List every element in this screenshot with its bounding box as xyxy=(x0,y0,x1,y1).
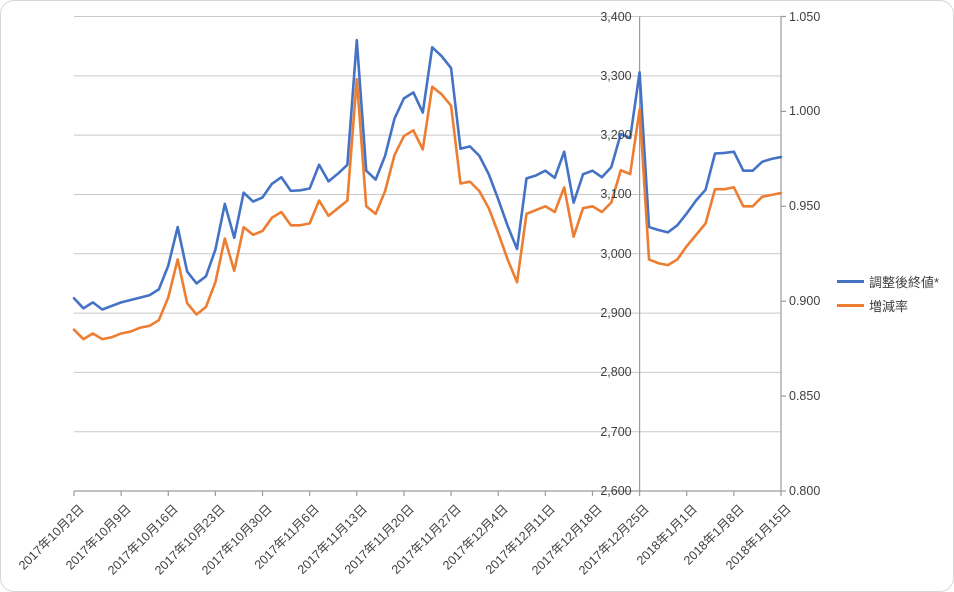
series-line-adjusted-close xyxy=(72,38,783,311)
primary-y-axis-tick-label: 3,000 xyxy=(600,246,632,261)
legend-line-swatch-adjusted-close xyxy=(837,279,864,283)
primary-y-axis-tick-label: 3,100 xyxy=(600,187,632,202)
secondary-y-axis-tick-label: 0.800 xyxy=(789,484,821,498)
legend-line-swatch-change-rate xyxy=(837,303,864,307)
primary-y-axis-tick-label: 2,800 xyxy=(600,365,632,380)
secondary-y-axis-tick-label: 0.900 xyxy=(789,294,821,309)
secondary-y-axis-tick-label: 0.950 xyxy=(789,199,821,214)
secondary-y-axis-tick-label: 1.000 xyxy=(789,104,821,119)
secondary-y-axis-tick-label: 1.050 xyxy=(789,9,821,24)
legend-label-change-rate: 増減率 xyxy=(869,298,909,314)
primary-y-axis-tick-label: 3,300 xyxy=(600,68,632,83)
primary-y-axis-tick-label: 3,200 xyxy=(600,128,632,143)
primary-y-axis-tick-label: 2,900 xyxy=(600,306,632,321)
legend-label-adjusted-close: 調整後終値* xyxy=(869,274,940,290)
legend-item-adjusted-close: 調整後終値* xyxy=(837,269,939,293)
primary-y-axis-tick-label: 2,700 xyxy=(600,424,632,439)
legend-item-change-rate: 増減率 xyxy=(837,293,939,317)
legend: 調整後終値* 増減率 xyxy=(837,269,939,317)
secondary-y-axis-tick-label: 0.850 xyxy=(789,389,821,404)
primary-y-axis-tick-label: 3,400 xyxy=(600,9,632,24)
series-line-change-rate xyxy=(72,77,783,341)
primary-y-axis-tick-label: 2,600 xyxy=(600,484,632,498)
